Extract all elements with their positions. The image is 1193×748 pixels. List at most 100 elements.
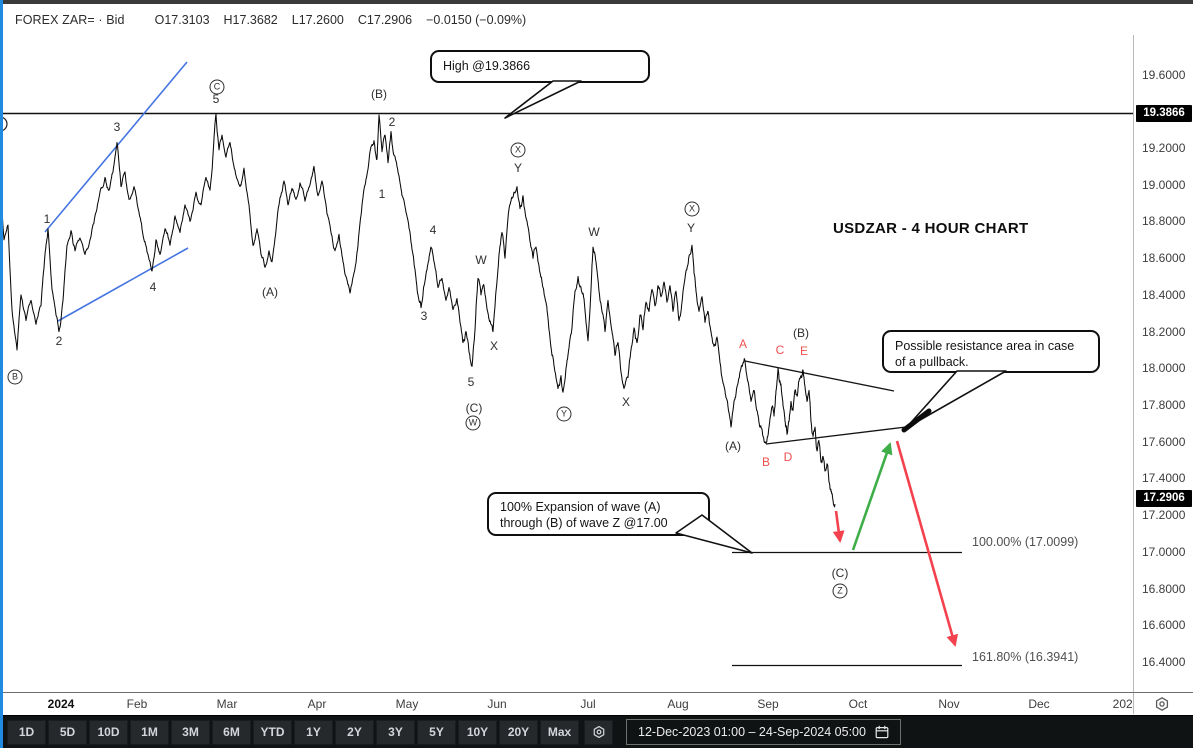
range-button-3y[interactable]: 3Y	[376, 719, 415, 745]
wave-label: (C)	[831, 566, 849, 580]
price-badge: 17.2906	[1136, 490, 1192, 508]
range-button-1d[interactable]: 1D	[7, 719, 46, 745]
wave-label: (C)	[465, 401, 483, 415]
wave-label: (B)	[793, 326, 809, 340]
price-tick: 18.0000	[1142, 361, 1186, 376]
price-tick: 19.0000	[1142, 177, 1186, 192]
fib-161-label: 161.80% (16.3941)	[972, 650, 1079, 664]
wave-label: E	[799, 344, 809, 358]
callout-high[interactable]: High @19.3866	[430, 50, 650, 83]
callout-resistance[interactable]: Possible resistance area in case of a pu…	[882, 330, 1100, 373]
time-tick: Aug	[667, 697, 689, 711]
price-tick: 19.2000	[1142, 141, 1186, 155]
wave-label: X	[684, 201, 700, 217]
projection-arrow-red[interactable]	[895, 440, 959, 647]
gear-icon	[593, 725, 604, 739]
range-button-1y[interactable]: 1Y	[294, 719, 333, 745]
toolbar-settings-button[interactable]	[584, 719, 613, 745]
price-tick: 17.8000	[1142, 398, 1186, 413]
projection-arrow-green[interactable]	[851, 442, 893, 551]
projection-arrow-red[interactable]	[832, 510, 845, 543]
range-button-1m[interactable]: 1M	[130, 719, 169, 745]
triangle-line[interactable]	[744, 360, 895, 392]
time-tick: Oct	[848, 697, 868, 711]
wave-label: 1	[378, 187, 386, 201]
range-button-6m[interactable]: 6M	[212, 719, 251, 745]
change-value: −0.0150 (−0.09%)	[426, 12, 527, 27]
price-tick: 17.0000	[1142, 544, 1186, 559]
price-tick: 18.4000	[1142, 287, 1186, 302]
price-badge: 19.3866	[1136, 105, 1192, 123]
callout-expansion[interactable]: 100% Expansion of wave (A) through (B) o…	[487, 492, 710, 536]
time-tick: Feb	[126, 697, 148, 711]
wave-label: 1	[43, 212, 51, 226]
high-value: H17.3682	[223, 12, 278, 27]
quote-bar: FOREX ZAR= · Bid O17.3103 H17.3682 L17.2…	[0, 4, 1193, 35]
callout-expansion-text: 100% Expansion of wave (A) through (B) o…	[500, 500, 668, 531]
time-tick: 2024	[47, 697, 75, 711]
range-button-5y[interactable]: 5Y	[417, 719, 456, 745]
wave-label: 4	[429, 223, 437, 237]
range-button-2y[interactable]: 2Y	[335, 719, 374, 745]
axis-settings-icon[interactable]	[1154, 696, 1170, 712]
wave-label: W	[588, 225, 600, 239]
time-tick: May	[395, 697, 419, 711]
range-button-3m[interactable]: 3M	[171, 719, 210, 745]
wave-label: W	[465, 415, 481, 431]
wave-label: C	[209, 79, 225, 95]
wave-label: X	[489, 339, 499, 353]
range-button-5d[interactable]: 5D	[48, 719, 87, 745]
wave-label: (A)	[262, 285, 278, 299]
wave-label: Y	[686, 221, 696, 235]
wave-label: W	[475, 253, 487, 267]
range-button-max[interactable]: Max	[540, 719, 579, 745]
callout-tail	[504, 80, 582, 119]
triangle-line[interactable]	[765, 426, 907, 445]
price-tick: 18.2000	[1142, 324, 1186, 339]
wave-label: 2	[55, 334, 63, 348]
price-tick: 17.2000	[1142, 508, 1186, 523]
wave-label: 5	[467, 375, 475, 389]
close-value: C17.2906	[357, 12, 413, 27]
time-axis-separator	[0, 692, 1193, 693]
price-tick: 16.6000	[1142, 618, 1186, 633]
wave-label: B	[7, 369, 23, 385]
price-tick: 18.8000	[1142, 214, 1186, 229]
trendline[interactable]	[57, 247, 189, 322]
callout-high-text: High @19.3866	[443, 59, 531, 73]
wave-label: C	[775, 343, 785, 357]
wave-label: X	[510, 142, 526, 158]
time-axis[interactable]: 2024 Feb Mar Apr May Jun Jul Aug Sep Oct Nov Dec 202…	[0, 693, 1133, 715]
fib-100-label: 100.00% (17.0099)	[972, 535, 1079, 549]
range-button-10y[interactable]: 10Y	[458, 719, 497, 745]
wave-label: A	[738, 337, 748, 351]
window-left-border	[0, 0, 3, 748]
price-axis[interactable]: 19.6000 19.2000 19.0000 18.8000 18.6000 18.40…	[1134, 36, 1193, 692]
range-button-ytd[interactable]: YTD	[253, 719, 292, 745]
price-tick: 17.6000	[1142, 434, 1186, 449]
resistance-area-mark[interactable]	[901, 408, 932, 433]
calendar-icon	[875, 725, 889, 739]
price-path	[0, 113, 836, 508]
price-tick: 16.8000	[1142, 581, 1186, 596]
window-top-border	[0, 0, 1193, 4]
date-range-picker[interactable]: 12-Dec-2023 01:00 – 24-Sep-2024 05:00	[626, 719, 901, 745]
time-tick: Nov	[938, 697, 960, 711]
chart-area[interactable]: 1 2 3 4 C 5 (A) B (B) 2 1 4 3 W X 5 (C) W X Y Y W X X Y (B) (A) (C)…	[0, 0, 1193, 715]
time-tick: Dec	[1028, 697, 1050, 711]
wave-label: 3	[113, 120, 121, 134]
date-range-label: 12-Dec-2023 01:00 – 24-Sep-2024 05:00	[638, 725, 866, 739]
time-tick: 2025	[1112, 697, 1133, 711]
symbol-label: FOREX ZAR= · Bid	[15, 12, 125, 27]
time-tick: Jul	[580, 697, 596, 711]
range-button-10d[interactable]: 10D	[89, 719, 128, 745]
wave-label: 3	[420, 309, 428, 323]
time-tick: Mar	[216, 697, 238, 711]
trendline[interactable]	[44, 61, 188, 233]
wave-label: 4	[149, 280, 157, 294]
range-button-20y[interactable]: 20Y	[499, 719, 538, 745]
bottom-toolbar: 1D 5D 10D 1M 3M 6M YTD 1Y 2Y 3Y 5Y 10Y 20Y Max 12-Dec…	[0, 715, 1193, 748]
wave-label: 5	[212, 92, 220, 106]
wave-label: Z	[832, 583, 848, 599]
